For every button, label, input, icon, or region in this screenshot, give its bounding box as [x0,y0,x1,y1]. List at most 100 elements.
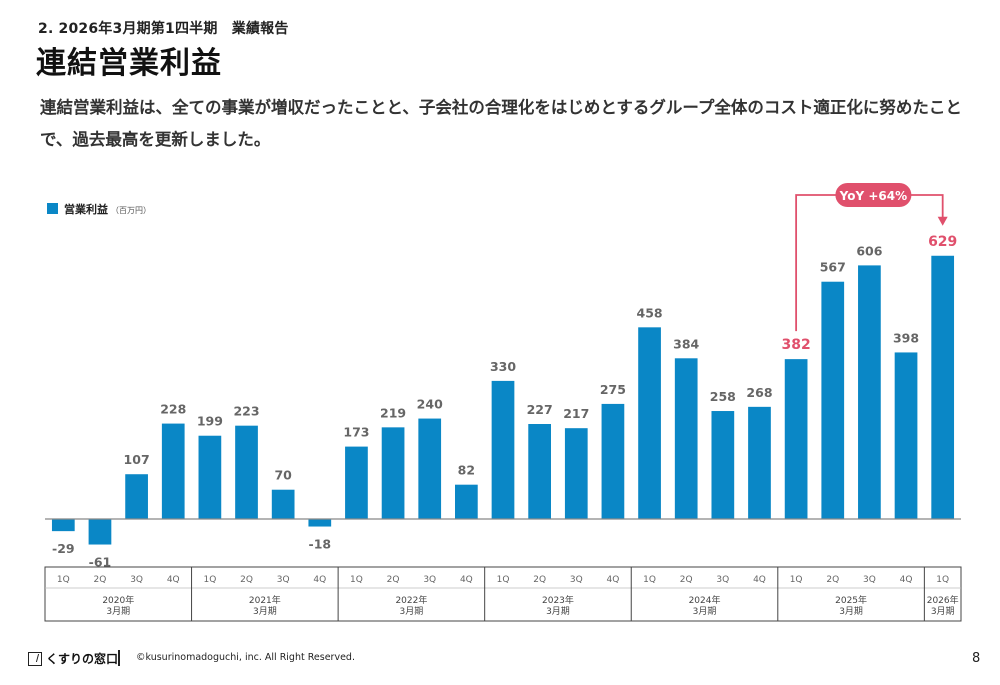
bar-label-20: 382 [782,337,811,353]
bar-18 [711,411,735,519]
bar-0 [51,519,75,532]
bar-23 [894,352,918,519]
bar-label-0: -29 [52,541,75,556]
category-label-2: 3Q [130,575,143,585]
bar-8 [345,446,368,519]
category-label-9: 2Q [387,575,400,585]
category-label-21: 2Q [826,575,839,585]
bar-16 [638,327,661,519]
bar-10 [418,418,442,519]
bar-label-5: 223 [233,404,259,419]
year-sublabel-3: 3月期 [546,606,570,617]
bar-label-13: 227 [527,402,553,417]
bar-17 [674,358,698,519]
year-label-3: 2023年 [542,594,574,606]
yoy-badge-label: YoY +64% [839,189,907,203]
year-label-0: 2020年 [102,594,134,606]
bar-label-7: -18 [309,537,332,552]
bar-label-4: 199 [197,414,223,429]
bar-label-19: 268 [746,385,772,400]
description-text: 連結営業利益は、全ての事業が増収だったことと、子会社の合理化をはじめとするグルー… [40,98,962,149]
category-label-0: 1Q [57,575,70,585]
bar-1 [88,519,112,545]
bar-12 [491,380,515,519]
bar-15 [601,403,625,519]
category-label-8: 1Q [350,575,363,585]
yoy-badge [835,183,912,207]
bar-label-11: 82 [458,463,475,478]
year-sublabel-2: 3月期 [400,606,424,617]
operating-profit-chart: 営業利益 （百万円） -29 -61 107 228 199 223 70 -18 173 219 24… [44,183,962,622]
bar-label-24: 629 [928,234,957,250]
year-sublabel-6: 3月期 [931,606,955,617]
legend-swatch [47,203,58,214]
year-sublabel-5: 3月期 [839,606,863,617]
bar-label-6: 70 [274,468,292,483]
year-label-5: 2025年 [835,594,867,606]
bar-label-17: 384 [673,336,699,351]
category-label-16: 1Q [643,575,656,585]
bar-5 [235,425,258,519]
page-number: 8 [972,651,981,666]
bar-label-9: 219 [380,405,406,420]
bar-9 [381,427,405,519]
year-label-2: 2022年 [395,594,427,606]
category-label-17: 2Q [680,575,693,585]
bar-label-14: 217 [563,406,589,421]
bar-13 [528,424,551,519]
year-label-4: 2024年 [689,594,721,606]
category-label-15: 4Q [607,575,620,585]
bar-label-10: 240 [417,397,443,412]
category-label-10: 3Q [423,575,436,585]
bar-6 [271,489,295,519]
bar-label-16: 458 [637,305,663,320]
year-sublabel-1: 3月期 [253,606,277,617]
bar-label-1: -61 [89,555,112,570]
bar-label-18: 258 [710,389,736,404]
legend-label: 営業利益 [64,202,108,216]
category-label-19: 4Q [753,575,766,585]
yoy-arrow-icon [937,216,948,226]
axis-table-border [44,566,962,622]
bar-label-15: 275 [600,382,626,397]
bar-19 [748,406,771,519]
brand-name: くすりの窓口 [46,652,119,666]
category-label-23: 4Q [900,575,913,585]
bar-21 [821,281,845,519]
category-label-11: 4Q [460,575,473,585]
footer-logo: くすりの窓口 [28,650,118,667]
footer-divider [118,650,120,666]
category-label-1: 2Q [94,575,107,585]
category-label-3: 4Q [167,575,180,585]
bar-14 [564,428,588,519]
category-label-5: 2Q [240,575,253,585]
bar-label-2: 107 [124,452,150,467]
bar-label-3: 228 [160,402,186,417]
category-label-20: 1Q [790,575,803,585]
bar-label-12: 330 [490,359,516,374]
year-label-1: 2021年 [249,594,281,606]
bar-7 [308,519,332,527]
bar-label-21: 567 [820,260,846,275]
bar-label-23: 398 [893,330,919,345]
legend-unit: （百万円） [111,206,151,215]
category-label-24: 1Q [936,575,949,585]
category-label-12: 1Q [497,575,510,585]
category-label-18: 3Q [716,575,729,585]
year-label-6: 2026年 [927,594,959,606]
category-label-14: 3Q [570,575,583,585]
category-label-7: 4Q [313,575,326,585]
page-title: 連結営業利益 [36,46,222,81]
brand-logo-icon [28,651,42,666]
category-label-4: 1Q [203,575,216,585]
bar-3 [161,423,185,519]
bar-24 [931,255,955,520]
section-label: 2. 2026年3月期第1四半期 業績報告 [38,21,289,37]
bar-4 [198,435,222,519]
bar-11 [455,484,478,519]
bar-2 [125,474,148,519]
copyright-text: ©kusurinomadoguchi, inc. All Right Reser… [136,652,355,663]
bar-label-22: 606 [856,243,882,258]
bar-label-8: 173 [343,425,369,440]
category-label-13: 2Q [533,575,546,585]
